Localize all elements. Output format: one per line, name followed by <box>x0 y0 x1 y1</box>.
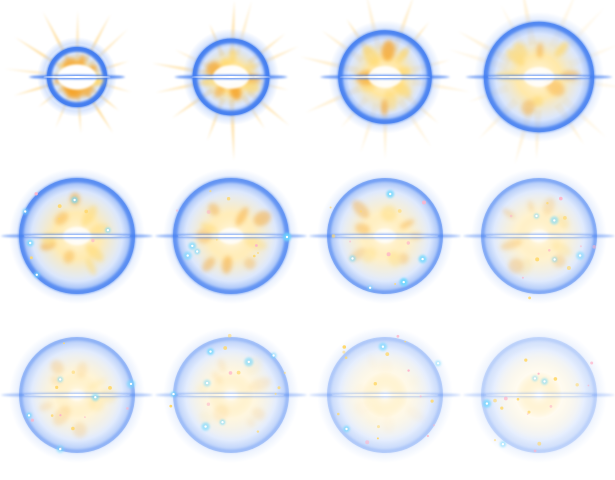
sparkle-particles <box>329 190 427 291</box>
flame-cluster <box>349 200 423 267</box>
burst-frame-10 <box>154 320 308 475</box>
burst-sprite <box>155 327 307 463</box>
burst-sprite <box>155 168 307 304</box>
sparkle-particles <box>509 196 596 300</box>
sparkle-particles <box>26 342 136 453</box>
burst-sprite <box>1 327 153 463</box>
burst-sprite <box>1 168 153 304</box>
burst-frame-3 <box>299 0 471 159</box>
burst-sprite <box>463 327 615 463</box>
burst-frame-6 <box>154 161 308 316</box>
burst-frame-7 <box>308 161 462 316</box>
sparkle-particles <box>169 333 286 433</box>
burst-sprite <box>299 0 471 159</box>
sparkle-particles <box>337 334 441 445</box>
burst-frame-12 <box>462 320 615 475</box>
lens-streak <box>465 74 613 80</box>
lens-streak <box>463 233 615 239</box>
flame-cluster <box>196 355 272 428</box>
burst-sprite <box>448 0 615 164</box>
lens-streak <box>463 392 615 398</box>
lens-streak <box>309 233 461 239</box>
burst-frame-2 <box>151 0 308 161</box>
burst-sprite <box>309 168 461 304</box>
lens-streak <box>309 392 461 398</box>
lens-streak <box>29 74 125 80</box>
burst-frame-4 <box>448 0 615 164</box>
lens-streak <box>320 74 450 80</box>
flame-cluster <box>196 203 271 274</box>
burst-frame-8 <box>462 161 615 316</box>
lens-streak <box>155 392 307 398</box>
burst-frame-5 <box>0 161 154 316</box>
lens-streak <box>1 233 153 239</box>
flame-cluster <box>500 197 572 277</box>
burst-sprite <box>151 0 299 161</box>
burst-frame-9 <box>0 320 154 475</box>
sparkle-particles <box>175 190 292 260</box>
burst-sprite <box>463 168 615 304</box>
sparkle-particles <box>22 192 111 278</box>
lens-streak <box>1 392 153 398</box>
burst-frame-11 <box>308 320 462 475</box>
sparkle-particles <box>482 358 594 453</box>
burst-frame-1 <box>0 2 154 157</box>
burst-sprite <box>4 10 132 134</box>
lens-streak <box>155 233 307 239</box>
burst-sprite <box>309 327 461 463</box>
lens-streak <box>174 74 288 80</box>
flame-cluster <box>495 41 580 116</box>
